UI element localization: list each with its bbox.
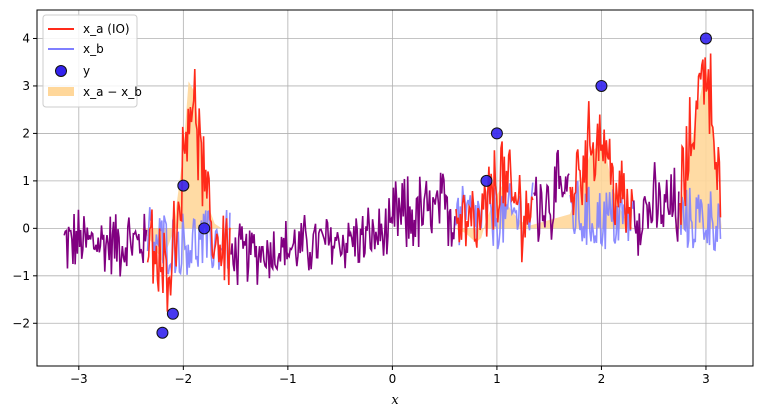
y-point	[480, 174, 493, 187]
x-tick-label: 1	[493, 372, 501, 386]
x-b-line	[569, 180, 634, 250]
legend-box	[42, 14, 138, 108]
legend-label-x-a: x_a (IO)	[83, 22, 130, 36]
y-point	[699, 32, 712, 45]
x-tick-label: −1	[279, 372, 297, 386]
plot-frame	[36, 9, 754, 367]
legend-swatch-diff	[48, 87, 74, 96]
y-tick-label: 2	[22, 126, 30, 140]
y-tick-label: −1	[12, 269, 30, 283]
y-point	[156, 326, 169, 339]
y-point	[166, 307, 179, 320]
y-tick-label: 4	[22, 31, 30, 45]
x-tick-label: 3	[702, 372, 710, 386]
y-point	[595, 79, 608, 92]
y-markers	[156, 32, 712, 339]
y-tick-label: 3	[22, 79, 30, 93]
x-a-line	[679, 53, 722, 225]
x-a-line	[455, 141, 534, 263]
x-tick-label: 2	[598, 372, 606, 386]
axis-ticks: −3 −2 −1 0 1 2 3 −2 −1 0 1 2 3 4	[12, 31, 709, 386]
x-tick-label: −2	[174, 372, 192, 386]
legend-label-x-b: x_b	[83, 42, 104, 56]
y-tick-label: 0	[22, 221, 30, 235]
y-point	[177, 179, 190, 192]
x-tick-label: −3	[70, 372, 88, 386]
x-b-line	[146, 207, 231, 276]
overlap-line	[63, 149, 680, 286]
legend-label-y: y	[83, 64, 90, 78]
y-point	[198, 222, 211, 235]
legend: x_a (IO) x_b y x_a − x_b	[42, 14, 142, 108]
y-tick-label: 1	[22, 174, 30, 188]
legend-label-diff: x_a − x_b	[83, 85, 142, 99]
legend-swatch-y	[55, 65, 67, 77]
x-a-line	[146, 68, 231, 312]
grid	[37, 10, 753, 366]
x-a-line	[569, 101, 634, 233]
x-b-line	[679, 187, 722, 252]
series-lines	[63, 53, 722, 312]
x-axis-label: x	[391, 393, 399, 408]
y-point	[490, 127, 503, 140]
x-tick-label: 0	[389, 372, 397, 386]
y-tick-label: −2	[12, 316, 30, 330]
